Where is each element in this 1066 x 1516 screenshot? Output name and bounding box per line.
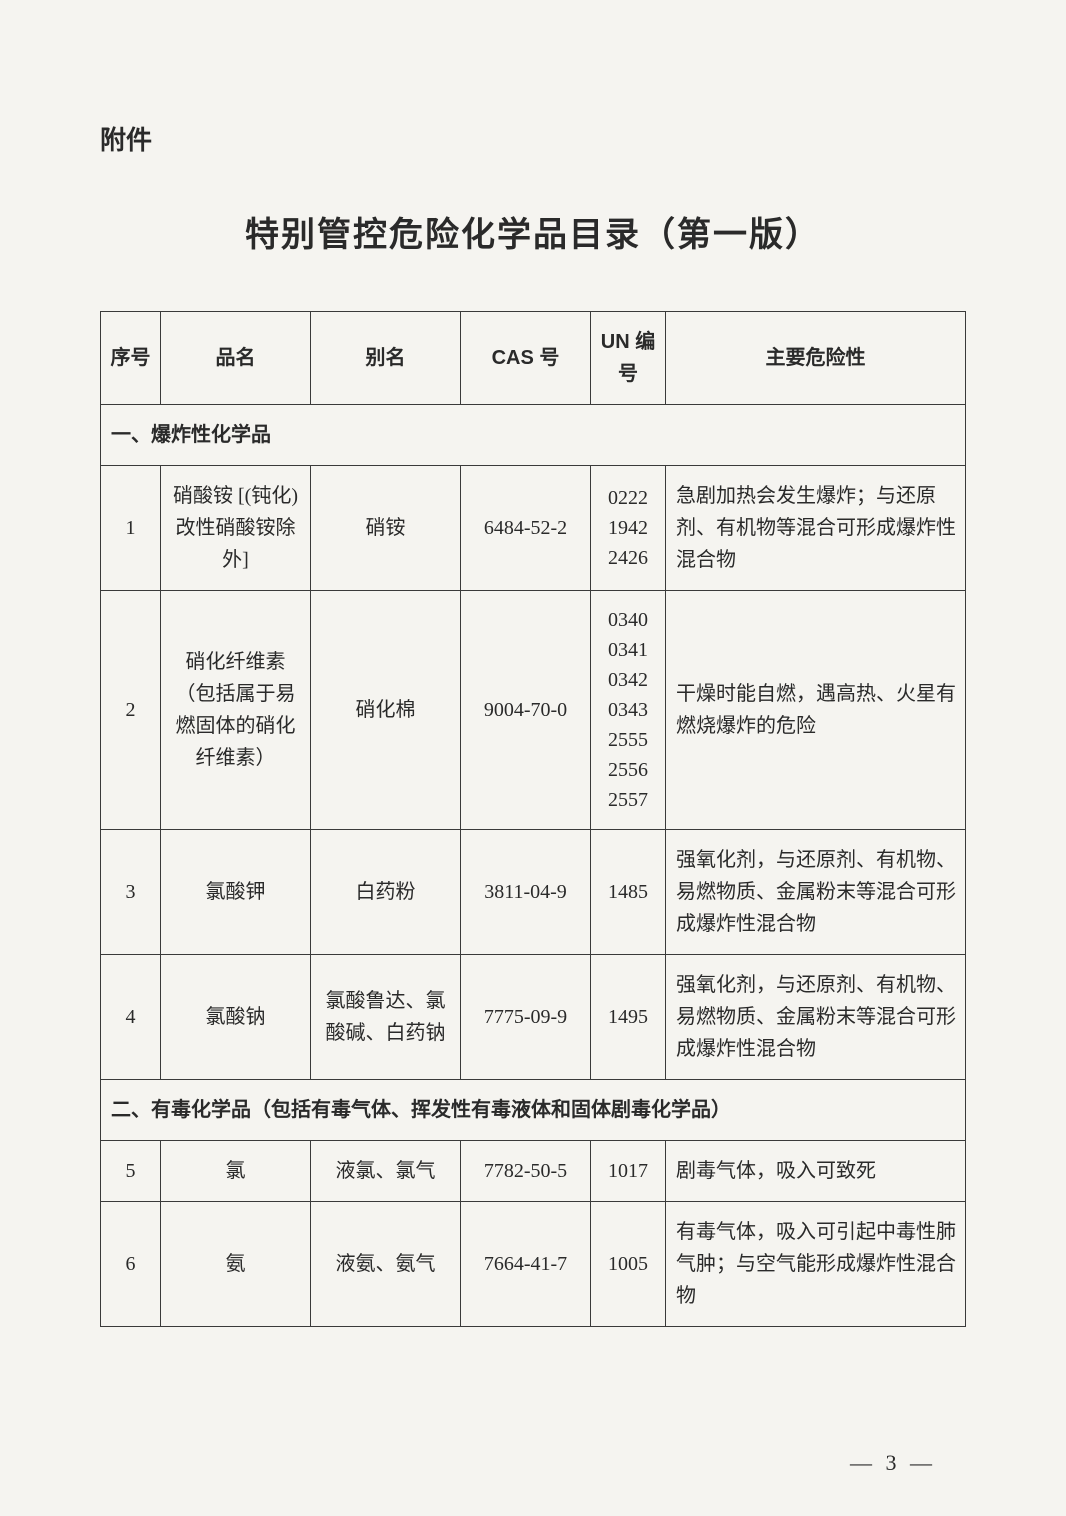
cell-seq: 6 xyxy=(101,1202,161,1327)
col-header-name: 品名 xyxy=(161,312,311,405)
cell-alias: 液氨、氨气 xyxy=(311,1202,461,1327)
cell-hazard: 强氧化剂，与还原剂、有机物、易燃物质、金属粉末等混合可形成爆炸性混合物 xyxy=(666,830,966,955)
cell-alias: 液氯、氯气 xyxy=(311,1141,461,1202)
cell-hazard: 有毒气体，吸入可引起中毒性肺气肿；与空气能形成爆炸性混合物 xyxy=(666,1202,966,1327)
document-page: 附件 特别管控危险化学品目录（第一版） 序号 品名 别名 CAS 号 UN 编号… xyxy=(0,0,1066,1387)
cell-un: 1485 xyxy=(591,830,666,955)
chemicals-table: 序号 品名 别名 CAS 号 UN 编号 主要危险性 一、爆炸性化学品 1 硝酸… xyxy=(100,311,966,1327)
cell-hazard: 干燥时能自燃，遇高热、火星有燃烧爆炸的危险 xyxy=(666,591,966,830)
page-number: — 3 — xyxy=(850,1450,936,1476)
cell-seq: 4 xyxy=(101,955,161,1080)
cell-un: 1017 xyxy=(591,1141,666,1202)
attachment-label: 附件 xyxy=(100,120,966,157)
cell-name: 硝化纤维素（包括属于易燃固体的硝化纤维素） xyxy=(161,591,311,830)
cell-seq: 1 xyxy=(101,466,161,591)
table-row: 6 氨 液氨、氨气 7664-41-7 1005 有毒气体，吸入可引起中毒性肺气… xyxy=(101,1202,966,1327)
table-row: 4 氯酸钠 氯酸鲁达、氯酸碱、白药钠 7775-09-9 1495 强氧化剂，与… xyxy=(101,955,966,1080)
col-header-cas: CAS 号 xyxy=(461,312,591,405)
cell-name: 硝酸铵 [(钝化)改性硝酸铵除外] xyxy=(161,466,311,591)
document-title: 特别管控危险化学品目录（第一版） xyxy=(100,207,966,256)
cell-un: 1495 xyxy=(591,955,666,1080)
section-title-2: 二、有毒化学品（包括有毒气体、挥发性有毒液体和固体剧毒化学品） xyxy=(101,1080,966,1141)
cell-name: 氯酸钠 xyxy=(161,955,311,1080)
cell-name: 氯 xyxy=(161,1141,311,1202)
cell-alias: 白药粉 xyxy=(311,830,461,955)
table-row: 2 硝化纤维素（包括属于易燃固体的硝化纤维素） 硝化棉 9004-70-0 03… xyxy=(101,591,966,830)
cell-cas: 7664-41-7 xyxy=(461,1202,591,1327)
cell-cas: 3811-04-9 xyxy=(461,830,591,955)
table-row: 3 氯酸钾 白药粉 3811-04-9 1485 强氧化剂，与还原剂、有机物、易… xyxy=(101,830,966,955)
cell-hazard: 强氧化剂，与还原剂、有机物、易燃物质、金属粉末等混合可形成爆炸性混合物 xyxy=(666,955,966,1080)
cell-cas: 6484-52-2 xyxy=(461,466,591,591)
cell-hazard: 急剧加热会发生爆炸；与还原剂、有机物等混合可形成爆炸性混合物 xyxy=(666,466,966,591)
cell-alias: 硝铵 xyxy=(311,466,461,591)
cell-seq: 2 xyxy=(101,591,161,830)
table-row: 1 硝酸铵 [(钝化)改性硝酸铵除外] 硝铵 6484-52-2 0222194… xyxy=(101,466,966,591)
cell-seq: 5 xyxy=(101,1141,161,1202)
cell-un: 1005 xyxy=(591,1202,666,1327)
table-header-row: 序号 品名 别名 CAS 号 UN 编号 主要危险性 xyxy=(101,312,966,405)
cell-cas: 9004-70-0 xyxy=(461,591,591,830)
col-header-un: UN 编号 xyxy=(591,312,666,405)
cell-un: 0340034103420343255525562557 xyxy=(591,591,666,830)
section-row-1: 一、爆炸性化学品 xyxy=(101,405,966,466)
cell-seq: 3 xyxy=(101,830,161,955)
table-row: 5 氯 液氯、氯气 7782-50-5 1017 剧毒气体，吸入可致死 xyxy=(101,1141,966,1202)
cell-alias: 硝化棉 xyxy=(311,591,461,830)
cell-cas: 7775-09-9 xyxy=(461,955,591,1080)
section-title-1: 一、爆炸性化学品 xyxy=(101,405,966,466)
cell-alias: 氯酸鲁达、氯酸碱、白药钠 xyxy=(311,955,461,1080)
section-row-2: 二、有毒化学品（包括有毒气体、挥发性有毒液体和固体剧毒化学品） xyxy=(101,1080,966,1141)
cell-name: 氨 xyxy=(161,1202,311,1327)
col-header-seq: 序号 xyxy=(101,312,161,405)
cell-un: 022219422426 xyxy=(591,466,666,591)
col-header-alias: 别名 xyxy=(311,312,461,405)
cell-name: 氯酸钾 xyxy=(161,830,311,955)
cell-hazard: 剧毒气体，吸入可致死 xyxy=(666,1141,966,1202)
cell-cas: 7782-50-5 xyxy=(461,1141,591,1202)
col-header-hazard: 主要危险性 xyxy=(666,312,966,405)
